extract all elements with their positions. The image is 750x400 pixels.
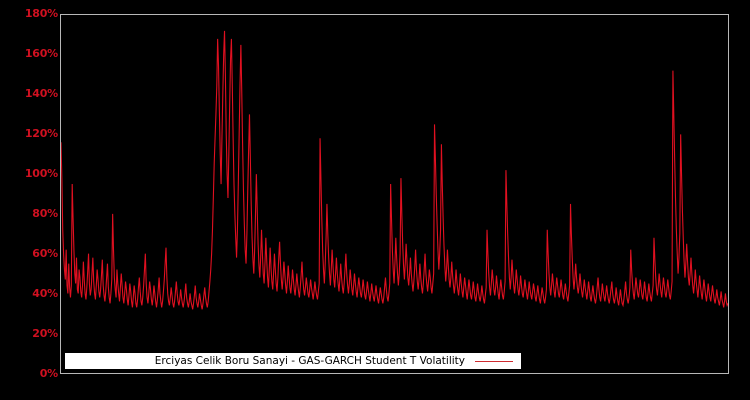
plot-area <box>60 14 729 374</box>
y-tick-label: 160% <box>24 47 58 60</box>
volatility-series-line <box>61 30 728 310</box>
y-tick-label: 140% <box>24 87 58 100</box>
legend-label: Erciyas Celik Boru Sanayi - GAS-GARCH St… <box>154 355 465 367</box>
legend-line-sample <box>475 360 513 362</box>
y-tick-label: 60% <box>32 247 58 260</box>
y-tick-label: 100% <box>24 167 58 180</box>
chart-legend: Erciyas Celik Boru Sanayi - GAS-GARCH St… <box>65 353 521 369</box>
volatility-series-svg <box>61 30 728 310</box>
y-axis: 0% 20% 40% 60% 80% 100% 120% 140% 160% 180% <box>0 0 58 400</box>
y-tick-label: 180% <box>24 7 58 20</box>
y-tick-label: 20% <box>32 327 58 340</box>
y-tick-label: 40% <box>32 287 58 300</box>
y-tick-label: 80% <box>32 207 58 220</box>
y-tick-label: 120% <box>24 127 58 140</box>
y-tick-label: 0% <box>39 367 58 380</box>
